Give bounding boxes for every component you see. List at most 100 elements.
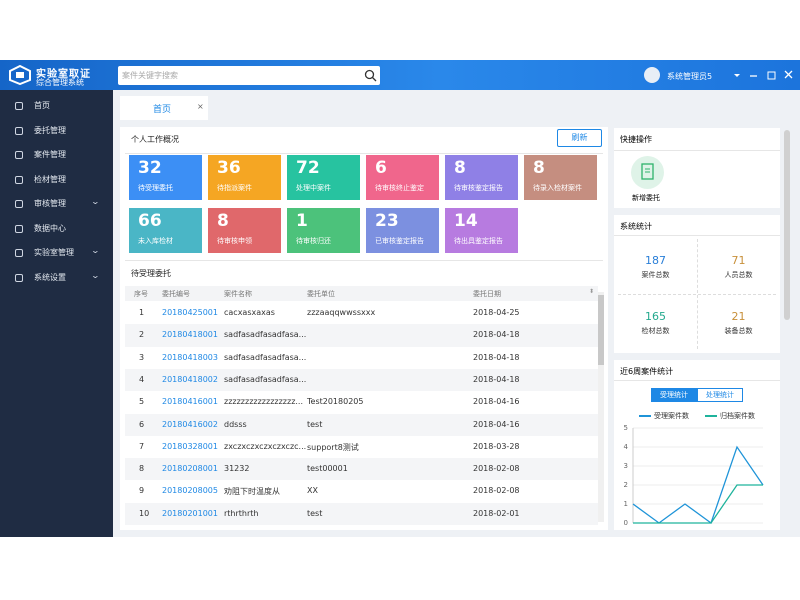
table-cell: 4 xyxy=(139,374,145,384)
table-row[interactable]: 9 20180208005 劝阻下时温度从 XX 2018-02-08 xyxy=(125,480,598,503)
column-header: 委托单位 xyxy=(307,290,335,298)
entrust-link[interactable]: 20180208001 xyxy=(162,464,218,474)
entrust-link[interactable]: 20180418001 xyxy=(162,330,218,340)
table-cell: 9 xyxy=(139,486,145,496)
menu-label: 系统设置 xyxy=(34,272,66,282)
entrust-link[interactable]: 20180208005 xyxy=(162,486,218,496)
table-cell: cacxasxaxas xyxy=(224,308,275,317)
table-cell: test xyxy=(307,419,323,429)
add-icon[interactable] xyxy=(631,156,664,189)
scrollbar[interactable] xyxy=(598,292,604,522)
tile-value: 8 xyxy=(533,158,545,178)
right-scrollbar[interactable] xyxy=(784,130,790,320)
table-cell: 31232 xyxy=(224,464,250,474)
stat-label: 案件总数 xyxy=(641,271,670,279)
header: 实验室取证 综合管理系统 案件关键字搜索 系统管理员5 xyxy=(0,60,800,90)
tile-value: 8 xyxy=(454,158,466,178)
menu-item[interactable]: 检材管理 xyxy=(0,173,113,187)
column-header: 委托日期 xyxy=(473,290,501,298)
stat-tile[interactable]: 6 待审核终止鉴定 xyxy=(366,155,439,200)
divider xyxy=(614,150,780,151)
table-row[interactable]: 4 20180418002 sadfasadfasadfasa... 2018-04-… xyxy=(125,368,598,392)
stat-tile[interactable]: 66 未入库检材 xyxy=(129,208,202,253)
table-cell: 2018-04-18 xyxy=(473,330,520,340)
sort-icon[interactable]: ⬍ xyxy=(589,288,595,295)
menu-label: 案件管理 xyxy=(34,150,66,159)
stat-tile[interactable]: 8 待审核鉴定报告 xyxy=(445,155,518,200)
stat-tile[interactable]: 8 待审核申领 xyxy=(208,208,281,253)
avatar[interactable] xyxy=(644,67,660,83)
menu-item[interactable]: 首页 xyxy=(0,99,113,113)
table-cell: 5 xyxy=(139,397,145,407)
menu-item[interactable]: 实验室管理 ⌄ xyxy=(0,246,113,260)
stats-title: 系统统计 xyxy=(620,222,652,231)
search-icon[interactable] xyxy=(364,69,377,82)
stat-tile[interactable]: 1 待审核归还 xyxy=(287,208,360,253)
refresh-button[interactable]: 刷新 xyxy=(557,129,602,147)
entrust-link[interactable]: 20180425001 xyxy=(162,308,218,317)
menu-item[interactable]: 系统设置 ⌄ xyxy=(0,271,113,285)
menu-item[interactable]: 委托管理 xyxy=(0,124,113,138)
entrust-link[interactable]: 20180418003 xyxy=(162,352,218,362)
quick-panel: 快捷操作 新增委托 xyxy=(614,128,780,208)
close-icon[interactable] xyxy=(784,70,793,79)
legend-swatch xyxy=(705,415,717,417)
entrust-link[interactable]: 20180418002 xyxy=(162,374,218,384)
logo-icon xyxy=(9,65,31,85)
divider xyxy=(125,153,603,154)
stat-toggle[interactable]: 受理统计 xyxy=(651,388,697,402)
tile-label: 待审核申领 xyxy=(217,237,252,245)
menu-item[interactable]: 审核管理 ⌄ xyxy=(0,197,113,211)
entrust-link[interactable]: 20180328001 xyxy=(162,441,218,451)
restore-icon[interactable] xyxy=(767,71,776,80)
menu-item[interactable]: 案件管理 xyxy=(0,148,113,162)
tab[interactable]: 首页 × xyxy=(120,96,208,120)
tile-label: 未入库检材 xyxy=(138,237,173,245)
table-cell: sadfasadfasadfasa... xyxy=(224,374,307,384)
column-header: 序号 xyxy=(134,290,148,298)
table-cell: 8 xyxy=(139,464,145,474)
tile-value: 72 xyxy=(296,158,320,178)
menu-label: 检材管理 xyxy=(34,174,66,184)
entrust-link[interactable]: 20180416002 xyxy=(162,419,218,429)
add-label[interactable]: 新增委托 xyxy=(632,194,660,202)
stats-panel: 系统统计 187 案件总数 71 人员总数 165 检材总数 21 装备总数 xyxy=(614,215,780,353)
tile-label: 待审核终止鉴定 xyxy=(375,184,424,192)
table-row[interactable]: 1 20180425001 cacxasxaxas zzzaaqqwwssxxx 201… xyxy=(125,302,598,325)
search-box[interactable]: 案件关键字搜索 xyxy=(118,66,380,85)
tab-close[interactable]: × xyxy=(197,102,204,111)
table-row[interactable]: 3 20180418003 sadfasadfasadfasa... 2018-04-… xyxy=(125,346,598,369)
stat-tile[interactable]: 72 处理中案件 xyxy=(287,155,360,200)
table-cell: rthrthrth xyxy=(224,508,259,518)
table-row[interactable]: 6 20180416002 ddsss test 2018-04-16 xyxy=(125,413,598,436)
table-cell: 7 xyxy=(139,441,145,451)
stat-tile[interactable]: 32 待受理委托 xyxy=(129,155,202,200)
tile-value: 66 xyxy=(138,211,162,231)
tile-label: 待审核鉴定报告 xyxy=(454,184,503,192)
table-cell: zzzaaqqwwssxxx xyxy=(307,308,376,317)
window-controls xyxy=(734,70,793,80)
menu-icon xyxy=(15,151,23,159)
menu-icon xyxy=(15,200,23,208)
divider xyxy=(125,260,603,261)
table-row[interactable]: 7 20180328001 zxczxczxczxczxczc... support8… xyxy=(125,435,598,459)
stat-tile[interactable]: 14 待出具鉴定报告 xyxy=(445,208,518,253)
entrust-link[interactable]: 20180201001 xyxy=(162,508,218,518)
table-row[interactable]: 2 20180418001 sadfasadfasadfasa... 2018-04-… xyxy=(125,324,598,347)
table-cell: test xyxy=(307,508,323,518)
dropdown-icon[interactable] xyxy=(734,74,740,77)
user-name[interactable]: 系统管理员5 xyxy=(667,72,713,81)
stat-toggle[interactable]: 处理统计 xyxy=(697,388,743,402)
table-row[interactable]: 5 20180416001 zzzzzzzzzzzzzzzzz... Test2018… xyxy=(125,391,598,414)
table-row[interactable]: 10 20180201001 rthrthrth test 2018-02-01 xyxy=(125,502,598,525)
table-cell: 6 xyxy=(139,419,145,429)
table-cell: zzzzzzzzzzzzzzzzz... xyxy=(224,397,304,407)
stat-tile[interactable]: 23 已审核鉴定报告 xyxy=(366,208,439,253)
stat-tile[interactable]: 8 待录入检材案件 xyxy=(524,155,597,200)
menu-arrow: ⌄ xyxy=(90,270,101,280)
table-row[interactable]: 8 20180208001 31232 test00001 2018-02-08 xyxy=(125,458,598,481)
entrust-link[interactable]: 20180416001 xyxy=(162,397,218,407)
menu-item[interactable]: 数据中心 xyxy=(0,222,113,236)
stat-tile[interactable]: 36 待指派案件 xyxy=(208,155,281,200)
menu-arrow: ⌄ xyxy=(90,246,101,255)
